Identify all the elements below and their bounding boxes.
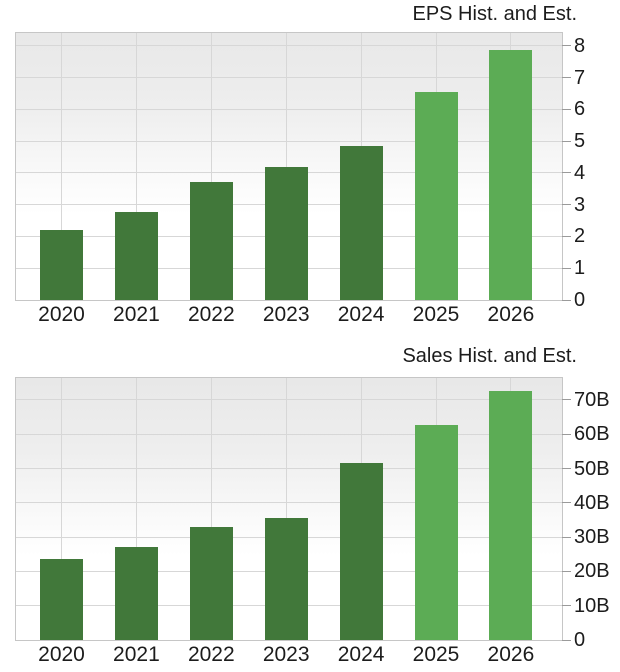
bar-2021 (114, 547, 158, 640)
x-tick-label: 2026 (487, 643, 535, 666)
x-gridline (285, 33, 287, 300)
y-tick-mark (562, 267, 571, 269)
y-tick-label: 6 (574, 98, 586, 121)
y-tick-mark (562, 172, 571, 174)
x-gridline (61, 33, 62, 300)
y-tick-label: 0 (574, 289, 586, 311)
eps-plot-area (15, 32, 563, 301)
eps-chart-title: EPS Hist. and Est. (412, 3, 577, 25)
bar-2020 (40, 230, 83, 300)
y-tick-mark (562, 468, 571, 470)
bar-2023 (264, 167, 308, 300)
sales-chart-title: Sales Hist. and Est. (402, 345, 577, 367)
y-tick-label: 20B (574, 560, 610, 583)
bar-2024 (339, 146, 383, 300)
eps-chart: EPS Hist. and Est. 0 1 2 3 4 5 6 7 8 2020 2021 202… (15, 3, 586, 326)
x-gridline (210, 33, 212, 300)
y-tick-mark (562, 570, 571, 572)
y-gridline (16, 502, 562, 504)
bar-2023 (264, 518, 308, 640)
bar-2022 (189, 527, 233, 640)
y-tick-label: 1 (574, 257, 586, 280)
y-gridline (16, 77, 562, 78)
y-tick-label: 7 (574, 66, 586, 89)
y-gridline (16, 399, 562, 401)
x-tick-label: 2023 (262, 643, 310, 666)
y-tick-label: 70B (574, 388, 610, 411)
x-tick-label: 2025 (412, 303, 460, 326)
y-tick-mark (562, 204, 571, 206)
x-tick-label: 2022 (187, 303, 235, 326)
x-gridline (61, 378, 62, 640)
x-tick-label: 2026 (487, 303, 535, 326)
bar-2025 (414, 92, 458, 300)
y-tick-mark (562, 299, 571, 301)
bar-2021 (114, 212, 158, 300)
y-tick-mark (562, 536, 571, 538)
y-tick-mark (562, 108, 571, 110)
y-tick-mark (562, 433, 571, 435)
y-tick-label: 2 (574, 225, 586, 248)
x-tick-label: 2024 (337, 303, 385, 326)
bar-2026 (489, 50, 533, 300)
y-tick-label: 4 (574, 161, 586, 184)
bar-2022 (189, 182, 233, 300)
sales-chart: Sales Hist. and Est. 0 10B 20B 30B 40B 50B 60B… (0, 336, 620, 672)
y-tick-mark (562, 639, 571, 641)
y-gridline (16, 140, 562, 142)
y-tick-mark (562, 502, 571, 504)
x-gridline (285, 378, 287, 640)
x-tick-label: 2025 (412, 643, 460, 666)
bar-2026 (489, 391, 533, 640)
x-tick-label: 2021 (113, 303, 160, 326)
y-tick-label: 5 (574, 130, 586, 153)
x-tick-label: 2022 (187, 643, 235, 666)
y-gridline (16, 108, 562, 110)
x-tick-label: 2020 (38, 303, 85, 326)
bar-2025 (414, 425, 458, 640)
x-gridline (135, 33, 137, 300)
bar-2024 (339, 463, 383, 640)
bar-2020 (40, 559, 83, 640)
y-tick-label: 3 (574, 193, 586, 216)
sales-plot-area (15, 377, 563, 641)
y-tick-label: 30B (574, 526, 610, 549)
y-tick-label: 10B (574, 594, 610, 617)
y-tick-label: 60B (574, 423, 610, 446)
y-gridline (16, 468, 562, 470)
y-gridline (16, 45, 562, 47)
y-tick-mark (562, 235, 571, 237)
x-tick-label: 2023 (262, 303, 310, 326)
x-tick-label: 2024 (337, 643, 385, 666)
y-tick-mark (562, 45, 571, 47)
y-gridline (16, 433, 562, 435)
x-tick-label: 2021 (113, 643, 160, 666)
y-tick-mark (562, 140, 571, 142)
y-tick-label: 50B (574, 457, 610, 480)
y-tick-label: 0 (574, 629, 586, 651)
y-tick-mark (562, 605, 571, 607)
y-tick-label: 8 (574, 34, 586, 57)
x-gridline (210, 378, 212, 640)
y-tick-mark (562, 77, 571, 78)
y-tick-mark (562, 399, 571, 401)
x-tick-label: 2020 (38, 643, 85, 666)
y-tick-label: 40B (574, 491, 610, 514)
x-gridline (135, 378, 137, 640)
